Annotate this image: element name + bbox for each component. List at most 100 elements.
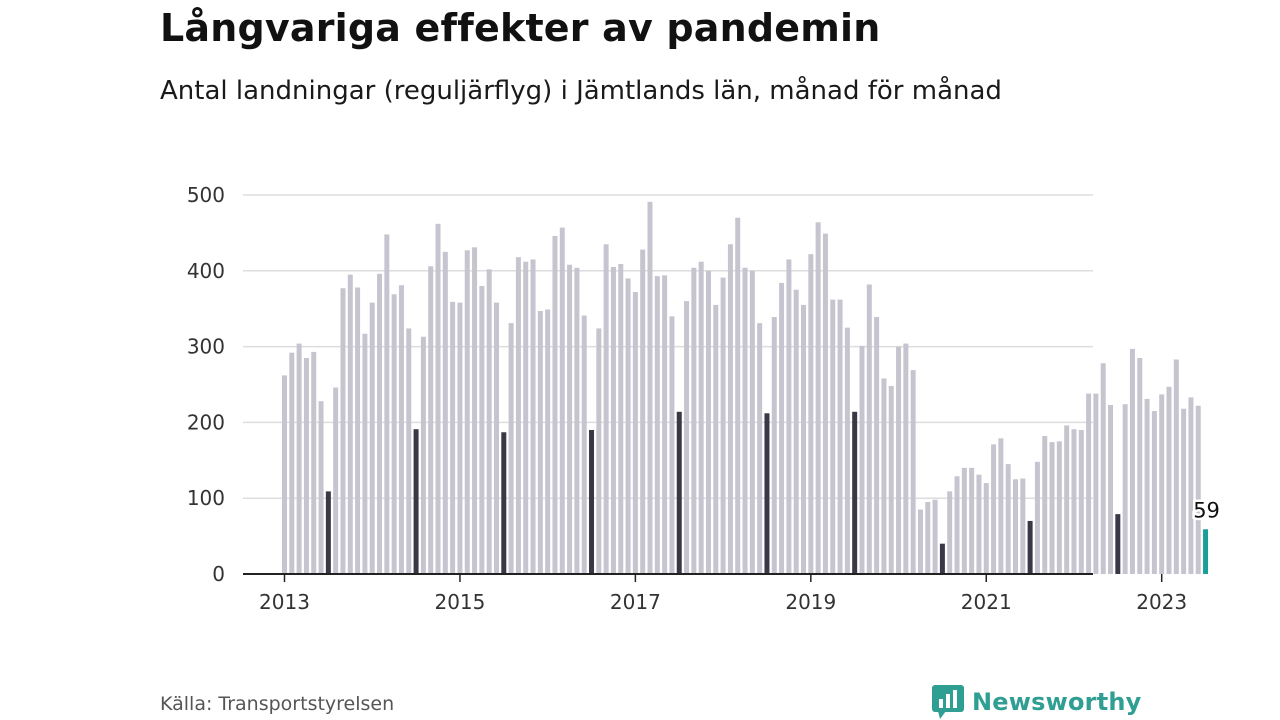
bar-2023-07: [1203, 529, 1209, 574]
bar-2021-03: [998, 438, 1004, 574]
y-tick-label-300: 300: [187, 335, 225, 359]
bar-2014-09: [428, 266, 434, 574]
x-tick-label-2023: 2023: [1136, 590, 1187, 614]
newsworthy-logo-icon: [932, 685, 964, 719]
bar-2017-02: [640, 249, 646, 575]
bar-2022-05: [1100, 363, 1106, 574]
bar-2013-12: [362, 333, 368, 574]
chart-title: Långvariga effekter av pandemin: [160, 6, 881, 50]
bar-2013-02: [289, 352, 295, 574]
bar-2014-02: [377, 273, 383, 574]
bar-2019-08: [859, 345, 865, 574]
bar-2022-01: [1071, 429, 1077, 574]
bar-2013-01: [282, 375, 287, 574]
x-tick-label-2021: 2021: [961, 590, 1012, 614]
bar-2014-04: [391, 294, 397, 574]
x-tick-label-2017: 2017: [610, 590, 661, 614]
bar-2014-05: [398, 285, 404, 574]
bar-2018-03: [735, 217, 741, 575]
bar-2018-05: [749, 270, 755, 574]
bar-2014-03: [384, 234, 390, 574]
bar-2018-04: [742, 267, 748, 574]
bar-2023-01: [1159, 394, 1165, 574]
bar-2022-10: [1137, 357, 1143, 574]
bar-2016-11: [618, 263, 624, 574]
bar-2018-12: [801, 304, 807, 574]
y-axis-tick-labels: 0 100 200 300 400 500: [187, 183, 225, 586]
x-axis-ticks: [283, 574, 1163, 582]
bar-2015-12: [537, 310, 543, 574]
bar-2017-05: [662, 275, 668, 574]
bar-2019-12: [888, 386, 894, 574]
bar-2017-07: [676, 411, 682, 574]
x-tick-label-2015: 2015: [434, 590, 485, 614]
chart-subtitle: Antal landningar (reguljärflyg) i Jämtla…: [160, 76, 1002, 106]
bar-2016-05: [574, 267, 580, 574]
bar-2019-09: [866, 284, 872, 574]
bar-2019-07: [852, 411, 858, 574]
bar-2016-06: [581, 315, 587, 574]
bar-2015-06: [493, 302, 499, 574]
bar-2016-12: [625, 278, 631, 574]
bar-2021-12: [1064, 425, 1070, 574]
bar-2013-03: [296, 343, 302, 574]
latest-value-label: 59: [1193, 498, 1220, 522]
bar-2016-02: [552, 235, 558, 574]
bar-2016-07: [589, 429, 595, 574]
bar-2017-12: [713, 304, 719, 574]
x-tick-label-2013: 2013: [259, 590, 310, 614]
bar-2015-02: [464, 250, 470, 575]
bar-2022-11: [1144, 398, 1150, 574]
y-tick-label-400: 400: [187, 259, 225, 283]
bar-2022-07: [1115, 514, 1121, 574]
bar-2014-12: [450, 301, 456, 574]
bar-2022-03: [1086, 393, 1092, 574]
bar-chart: 0 100 200 300 400 500 2013 2015 2017 2019 2021 202…: [186, 183, 1223, 614]
bar-2022-04: [1093, 393, 1099, 574]
bar-2020-03: [910, 370, 916, 574]
bar-2022-02: [1078, 429, 1084, 574]
bar-2016-09: [603, 244, 609, 574]
latest-value-annotation: 59: [1191, 496, 1223, 525]
bar-2020-12: [976, 474, 982, 574]
bar-2015-04: [479, 285, 485, 574]
bar-2017-10: [698, 261, 704, 574]
bar-2021-08: [1034, 461, 1040, 574]
bar-2013-08: [333, 387, 339, 574]
bar-2017-06: [669, 316, 675, 574]
bar-2016-03: [559, 227, 565, 574]
bar-2017-11: [705, 270, 711, 574]
bar-2018-11: [793, 289, 799, 574]
bar-2019-06: [844, 327, 850, 574]
bar-2018-06: [757, 323, 763, 574]
bar-2021-06: [1020, 478, 1026, 574]
bar-2016-01: [545, 309, 551, 574]
bar-2015-11: [530, 259, 536, 574]
y-tick-label-500: 500: [187, 183, 225, 207]
bar-2014-08: [420, 336, 426, 574]
bar-2014-06: [406, 328, 412, 574]
bar-2014-11: [442, 251, 448, 574]
bar-2019-10: [874, 317, 880, 574]
y-tick-label-100: 100: [187, 486, 225, 510]
bar-2023-05: [1188, 397, 1194, 574]
bar-2016-04: [567, 264, 573, 574]
bar-2019-04: [830, 299, 836, 574]
bar-2021-04: [1005, 464, 1011, 574]
bar-2020-05: [925, 501, 931, 574]
bar-2015-08: [508, 323, 514, 574]
bar-2019-11: [881, 378, 887, 574]
bar-2017-01: [632, 292, 638, 574]
bar-2014-01: [369, 302, 375, 574]
bar-2020-02: [903, 343, 909, 574]
bar-2018-08: [771, 317, 777, 574]
bar-2015-03: [472, 247, 478, 574]
bar-2016-08: [596, 328, 602, 574]
newsworthy-logo[interactable]: Newsworthy: [932, 684, 1142, 720]
newsworthy-logo-text: Newsworthy: [972, 688, 1142, 716]
bar-2019-01: [808, 254, 814, 574]
bar-2021-09: [1042, 436, 1048, 574]
bar-2013-07: [325, 491, 331, 574]
bar-2020-06: [932, 499, 938, 574]
bar-2016-10: [610, 267, 616, 574]
